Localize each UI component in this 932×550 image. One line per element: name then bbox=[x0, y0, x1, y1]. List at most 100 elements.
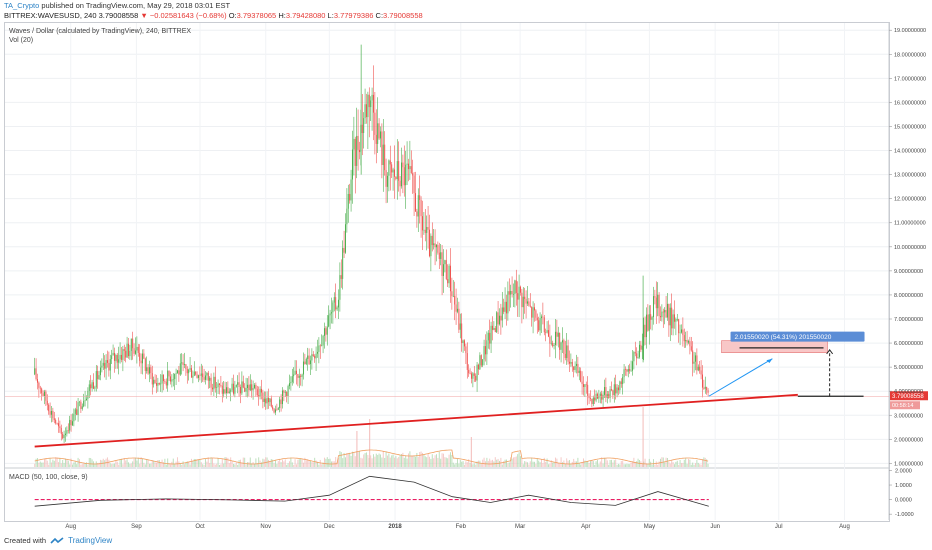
candle-body bbox=[391, 164, 393, 173]
candle-body bbox=[398, 161, 400, 181]
volume-bar bbox=[407, 453, 409, 467]
candle-body bbox=[143, 353, 145, 359]
volume-bar bbox=[699, 464, 701, 467]
candle-body bbox=[584, 384, 586, 387]
candle-body bbox=[626, 369, 628, 372]
volume-bar bbox=[452, 462, 454, 467]
brand[interactable]: TradingView bbox=[68, 536, 113, 545]
volume-bar bbox=[52, 459, 54, 467]
candle-body bbox=[312, 354, 314, 356]
candle-body bbox=[441, 252, 443, 276]
candle-body bbox=[517, 293, 519, 300]
candle-body bbox=[290, 381, 292, 384]
volume-bar bbox=[258, 457, 260, 467]
x-tick-label: Oct bbox=[195, 524, 205, 530]
candle-body bbox=[196, 374, 198, 378]
candle-body bbox=[598, 395, 600, 399]
y-tick-label: 19.00000000 bbox=[894, 28, 926, 34]
time-axis[interactable]: Aug Sep Oct Nov Dec 2018 Feb Mar Apr May Jun Jul Aug bbox=[65, 524, 849, 530]
candle-body bbox=[525, 298, 527, 304]
volume-bar bbox=[426, 457, 428, 467]
volume-bar bbox=[501, 464, 503, 467]
volume-bar bbox=[218, 464, 220, 467]
candle-body bbox=[434, 243, 436, 248]
volume-bar bbox=[623, 464, 625, 467]
volume-bar bbox=[473, 463, 475, 467]
candle-body bbox=[323, 328, 325, 336]
candle-body bbox=[662, 311, 664, 313]
candle-body bbox=[679, 332, 681, 334]
volume-bar bbox=[248, 462, 250, 467]
candle-body bbox=[63, 434, 65, 439]
candle-body bbox=[700, 370, 702, 375]
volume-bar bbox=[552, 462, 554, 467]
candle-body bbox=[265, 398, 267, 404]
volume-bar bbox=[706, 459, 708, 467]
volume-bar bbox=[448, 454, 450, 467]
volume-bar bbox=[584, 460, 586, 467]
volume-bar bbox=[630, 462, 632, 467]
candle-body bbox=[245, 388, 247, 392]
volume-bar bbox=[468, 459, 470, 467]
drawings[interactable]: 2.01550020 (54.31%) 201550020 3.79008558 0… bbox=[5, 331, 928, 448]
volume-bar bbox=[585, 461, 587, 467]
candle-body bbox=[599, 393, 601, 396]
candle-body bbox=[493, 328, 495, 330]
candle-body bbox=[410, 166, 412, 174]
macd-tick-label: -1.0000 bbox=[895, 512, 914, 518]
candle-body bbox=[406, 163, 408, 165]
candle-body bbox=[228, 391, 230, 394]
volume-bar bbox=[237, 464, 239, 467]
x-tick-label: Mar bbox=[515, 524, 525, 530]
candle-body bbox=[171, 379, 173, 382]
candle-body bbox=[396, 161, 398, 179]
author-link[interactable]: TA_Crypto bbox=[4, 1, 40, 10]
volume-bar bbox=[651, 464, 653, 467]
candle-body bbox=[414, 193, 416, 212]
candle-body bbox=[687, 341, 689, 343]
volume-bar bbox=[277, 461, 279, 467]
volume-bar bbox=[112, 463, 114, 467]
candle-body bbox=[118, 359, 120, 363]
volume-bar bbox=[508, 462, 510, 467]
candle-body bbox=[218, 383, 220, 385]
candle-body bbox=[57, 423, 59, 427]
candle-body bbox=[172, 379, 174, 380]
candle-body bbox=[501, 307, 503, 321]
grid bbox=[5, 23, 890, 520]
y-tick-label: 3.00000000 bbox=[894, 413, 923, 419]
volume-bar bbox=[673, 464, 675, 467]
volume-bar bbox=[445, 457, 447, 467]
candle-body bbox=[545, 332, 547, 333]
volume-bar bbox=[354, 456, 356, 467]
candle-body bbox=[682, 329, 684, 336]
candle-body bbox=[459, 323, 461, 330]
candle-body bbox=[568, 361, 570, 364]
candle-body bbox=[213, 376, 215, 390]
candle-body bbox=[648, 314, 650, 331]
volume-bar bbox=[284, 459, 286, 467]
volume-bar bbox=[357, 452, 359, 467]
volume-bar bbox=[46, 460, 48, 467]
volume-bar bbox=[504, 459, 506, 467]
candle-body bbox=[364, 104, 366, 119]
candle-body bbox=[701, 374, 703, 388]
volume-bar bbox=[364, 452, 366, 467]
candle-body bbox=[347, 193, 349, 209]
candle-body bbox=[605, 387, 607, 398]
volume-bar bbox=[510, 457, 512, 467]
x-tick-label: Jul bbox=[775, 524, 783, 530]
candle-body bbox=[119, 354, 121, 360]
candle-body bbox=[370, 100, 372, 108]
candle-body bbox=[542, 316, 544, 318]
candle-body bbox=[204, 375, 206, 380]
volume-bar bbox=[399, 455, 401, 467]
price-axis[interactable]: 1.00000000 2.00000000 3.00000000 4.00000000… bbox=[889, 28, 926, 467]
volume-bar bbox=[272, 459, 274, 467]
volume-bar bbox=[137, 457, 139, 467]
volume-bar bbox=[157, 460, 159, 467]
candle-body bbox=[308, 355, 310, 365]
candle-body bbox=[619, 381, 621, 391]
volume-bar bbox=[316, 461, 318, 467]
